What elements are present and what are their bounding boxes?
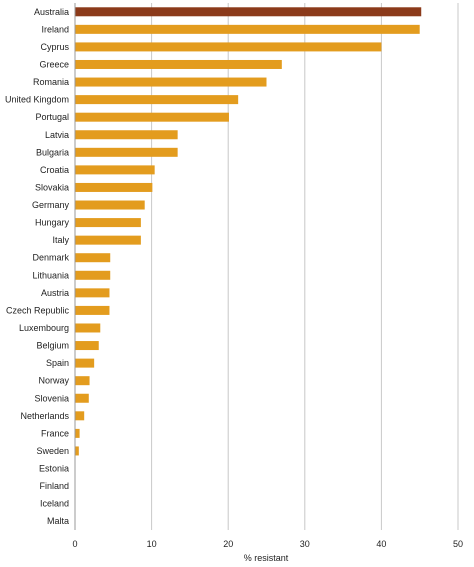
x-axis-title: % resistant (244, 553, 289, 563)
bar (75, 59, 282, 69)
y-category-label: Luxembourg (19, 323, 69, 333)
y-category-label: France (41, 428, 69, 438)
y-category-label: Hungary (35, 218, 70, 228)
y-category-label: Latvia (45, 130, 69, 140)
bar (75, 112, 229, 122)
bar (75, 182, 153, 192)
y-category-label: Greece (39, 59, 69, 69)
bar (75, 393, 89, 403)
bar (75, 147, 178, 157)
bar (75, 253, 111, 263)
category-labels: Australia Ireland Cyprus Greece Romania Unite… (5, 7, 70, 526)
y-category-label: Czech Republic (6, 305, 70, 315)
y-category-label: Romania (33, 77, 69, 87)
y-category-label: Lithuania (32, 270, 69, 280)
bar (75, 218, 141, 228)
x-tick-label: 40 (376, 539, 386, 549)
y-category-label: Malta (47, 516, 69, 526)
y-category-label: Portugal (35, 112, 69, 122)
y-category-label: Slovakia (35, 182, 69, 192)
bar (75, 288, 110, 298)
y-category-label: Estonia (39, 464, 69, 474)
bar (75, 7, 422, 17)
y-category-label: United Kingdom (5, 95, 69, 105)
bar (75, 200, 145, 210)
tick-labels: 0 10 20 30 40 50 (72, 539, 463, 549)
bar (75, 358, 95, 368)
bars (75, 7, 422, 456)
bar (75, 376, 90, 386)
bar (75, 270, 111, 280)
y-category-label: Austria (41, 288, 69, 298)
x-tick-label: 20 (223, 539, 233, 549)
bar (75, 42, 382, 52)
x-tick-label: 10 (147, 539, 157, 549)
bar (75, 323, 101, 333)
bar (75, 446, 79, 456)
y-category-label: Norway (38, 376, 69, 386)
bar (75, 411, 85, 421)
gridlines (151, 3, 459, 530)
y-category-label: Belgium (36, 341, 69, 351)
y-category-label: Ireland (41, 24, 69, 34)
bar (75, 428, 80, 438)
bar (75, 235, 141, 245)
bar (75, 130, 178, 140)
y-category-label: Croatia (40, 165, 69, 175)
y-category-label: Slovenia (34, 393, 69, 403)
y-category-label: Iceland (40, 499, 69, 509)
bar (75, 77, 267, 87)
x-tick-label: 50 (453, 539, 463, 549)
y-category-label: Cyprus (40, 42, 69, 52)
bar (75, 24, 420, 34)
bar (75, 95, 239, 105)
y-category-label: Germany (32, 200, 70, 210)
y-category-label: Sweden (36, 446, 69, 456)
y-category-label: Australia (34, 7, 69, 17)
bar (75, 165, 155, 175)
y-category-label: Netherlands (20, 411, 69, 421)
x-tick-label: 0 (72, 539, 77, 549)
x-tick-label: 30 (300, 539, 310, 549)
bar (75, 341, 99, 351)
y-category-label: Italy (52, 235, 69, 245)
y-category-label: Spain (46, 358, 69, 368)
y-category-label: Finland (39, 481, 69, 491)
y-category-label: Denmark (32, 253, 69, 263)
bar (75, 305, 110, 315)
y-category-label: Bulgaria (36, 147, 69, 157)
